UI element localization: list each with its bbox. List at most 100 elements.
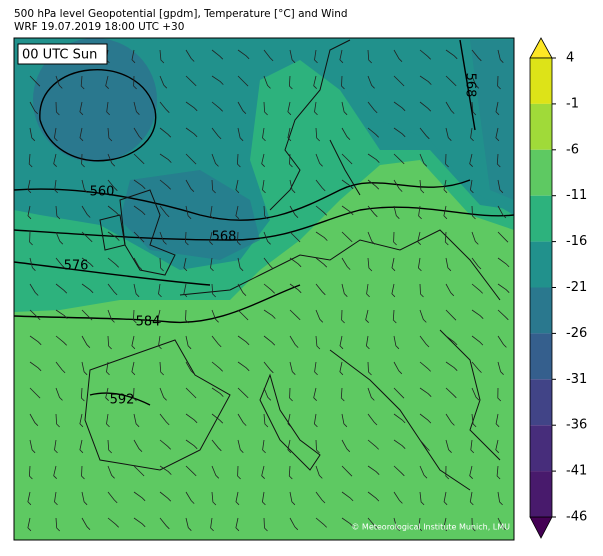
wind-barb: [471, 413, 477, 428]
wind-barb: [81, 465, 85, 480]
wind-barb: [393, 491, 403, 504]
wind-barb: [107, 257, 119, 268]
wind-barb: [185, 49, 195, 62]
wind-barb: [81, 231, 93, 243]
wind-barb: [471, 283, 483, 294]
wind-barb: [133, 439, 143, 452]
wind-barb: [185, 127, 198, 138]
wind-barb: [106, 413, 110, 428]
wind-barb: [79, 101, 84, 116]
wind-barb: [419, 309, 427, 323]
wind-barb: [469, 153, 473, 167]
wind-barb: [159, 49, 165, 64]
wind-barb: [210, 257, 214, 272]
wind-barb: [105, 387, 109, 401]
wind-barb: [445, 153, 449, 168]
wind-barb: [183, 257, 188, 272]
colorbar-segment: [530, 471, 552, 517]
wind-barb: [367, 491, 380, 502]
wind-barb: [261, 153, 265, 167]
wind-barb: [367, 387, 375, 401]
wind-barb: [471, 257, 482, 270]
colorbar-tick-label: -26: [566, 326, 587, 341]
wind-barb: [209, 231, 213, 245]
wind-barb: [133, 387, 137, 402]
wind-barb: [185, 413, 198, 424]
wind-barb: [445, 439, 452, 453]
wind-barb: [419, 491, 425, 506]
wind-barb: [315, 439, 320, 454]
wind-barb: [54, 491, 58, 506]
wind-barb: [341, 75, 345, 90]
contour-label: 584: [136, 315, 161, 330]
wind-barb: [341, 179, 354, 190]
wind-barb: [393, 517, 400, 531]
wind-barb: [159, 361, 164, 376]
wind-barb: [185, 361, 195, 374]
wind-barb: [497, 205, 507, 219]
wind-barb: [392, 309, 397, 324]
wind-barb: [55, 101, 60, 116]
wind-barb: [55, 517, 60, 532]
wind-barb: [315, 205, 327, 216]
wind-barb: [159, 465, 172, 475]
wind-barb: [107, 231, 120, 241]
wind-barb: [419, 101, 432, 112]
wind-barb: [341, 257, 351, 270]
wind-barb: [107, 179, 118, 191]
wind-barb: [107, 517, 119, 528]
wind-barb: [107, 283, 118, 296]
wind-barb: [237, 283, 247, 296]
wind-barb: [28, 465, 33, 480]
time-label: 00 UTC Sun: [22, 48, 97, 63]
wind-barb: [235, 517, 240, 532]
wind-barb: [315, 257, 328, 268]
wind-barb: [289, 517, 299, 531]
wind-barb: [367, 101, 378, 114]
wind-barb: [210, 205, 214, 220]
wind-barb: [28, 153, 33, 168]
wind-barb: [314, 361, 318, 376]
wind-barb: [471, 231, 479, 245]
wind-barb: [263, 101, 268, 116]
wind-barb: [183, 283, 188, 298]
wind-barb: [393, 335, 400, 350]
colorbar-segment: [530, 149, 552, 196]
wind-barb: [235, 491, 240, 506]
wind-barb: [29, 127, 36, 142]
wind-barb: [443, 517, 448, 532]
wind-barb: [211, 283, 216, 298]
wind-barb: [79, 439, 84, 454]
time-box: [17, 43, 108, 65]
wind-barb: [445, 101, 455, 114]
wind-barb: [211, 153, 219, 167]
colorbar-segment: [530, 287, 552, 334]
title: 500 hPa level Geopotential [gpdm], Tempe…: [14, 8, 348, 20]
wind-barb: [497, 491, 503, 506]
wind-barb: [185, 335, 192, 350]
colorbar-segment: [530, 195, 552, 242]
wind-barb: [289, 283, 302, 294]
wind-barb: [262, 179, 266, 194]
wind-barb: [341, 127, 351, 140]
wind-barb: [53, 465, 57, 479]
colorbar-segment: [530, 333, 552, 380]
wind-barb: [314, 49, 318, 64]
wind-barb: [211, 465, 220, 479]
wind-barb: [81, 491, 88, 506]
wind-barb: [365, 309, 369, 323]
contour-label: 568: [463, 73, 478, 98]
wind-barb: [131, 49, 136, 64]
wind-barb: [29, 439, 36, 454]
colorbar-tick-label: -21: [566, 280, 587, 295]
wind-barb: [313, 75, 317, 89]
wind-barb: [471, 101, 477, 116]
colorbar-tick-label: -16: [566, 234, 587, 249]
wind-barb: [263, 361, 274, 374]
wind-barb: [159, 231, 167, 245]
wind-barb: [471, 335, 484, 346]
wind-barb: [289, 257, 302, 268]
wind-barb: [55, 309, 68, 319]
wind-barb: [107, 465, 115, 479]
wind-barb: [287, 127, 292, 142]
